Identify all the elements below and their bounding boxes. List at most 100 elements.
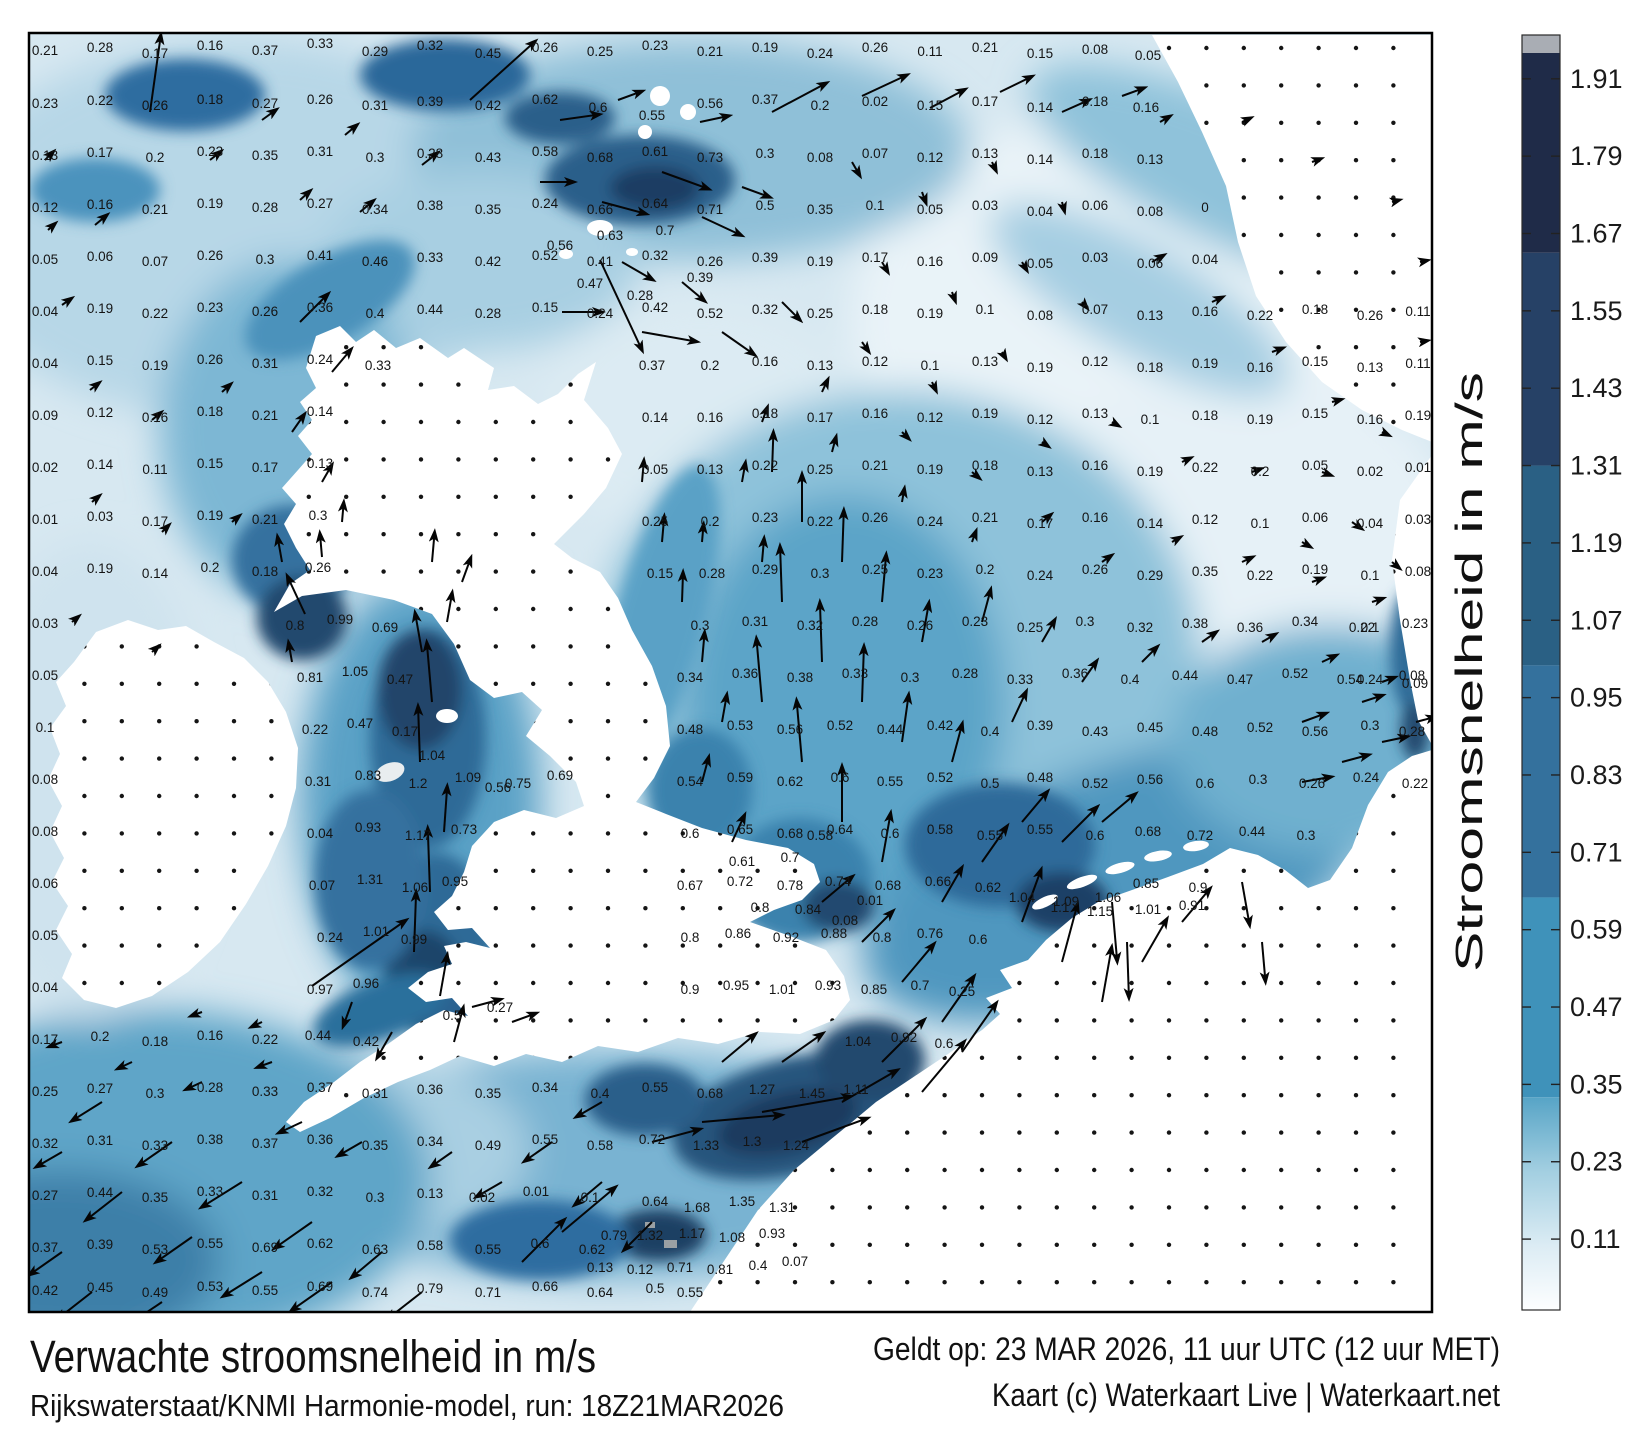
current-arrow <box>511 1011 541 1023</box>
current-core-layer <box>30 39 1429 1280</box>
current-value-label: 1.15 <box>1087 904 1113 919</box>
current-value-label: 0.9 <box>1189 880 1208 895</box>
current-arrow <box>1057 200 1067 216</box>
current-arrow <box>42 148 57 163</box>
current-arrow <box>901 690 913 743</box>
current-value-label: 0.6 <box>969 932 988 947</box>
current-value-label: 0.97 <box>307 982 333 997</box>
current-arrow <box>801 1116 872 1143</box>
current-value-label: 0.12 <box>1192 512 1218 527</box>
current-value-label: 0.08 <box>32 772 58 787</box>
current-arrow <box>374 1031 393 1062</box>
current-value-label: 0.37 <box>307 1080 333 1095</box>
current-arrow <box>68 1101 103 1124</box>
current-arrow <box>961 999 999 1053</box>
current-value-label: 0.25 <box>949 984 975 999</box>
current-value-label: 0.2 <box>976 562 995 577</box>
current-arrow <box>253 1059 273 1069</box>
land-scandinavia <box>1152 35 1432 442</box>
current-arrow <box>720 690 731 723</box>
current-value-label: 0.19 <box>1302 562 1328 577</box>
current-value-label: 0.04 <box>1192 252 1219 267</box>
current-arrow <box>1041 616 1057 643</box>
current-value-label: 0.18 <box>1082 94 1108 109</box>
current-arrow <box>1011 687 1029 723</box>
current-value-label: 0.24 <box>587 306 614 321</box>
current-value-label: 0.01 <box>523 1184 549 1199</box>
current-arrow <box>661 171 713 191</box>
current-value-label: 0.56 <box>485 780 511 795</box>
current-value-label: 0.68 <box>697 1086 723 1101</box>
current-value-label: 0.3 <box>691 618 710 633</box>
current-arrow <box>88 380 103 393</box>
current-value-label: 0.99 <box>327 612 353 627</box>
current-value-label: 1.04 <box>419 748 446 763</box>
current-value-label: 0.17 <box>142 46 168 61</box>
current-arrow <box>901 940 937 983</box>
current-value-label: 0.22 <box>302 722 328 737</box>
current-arrow <box>1179 456 1195 467</box>
current-value-label: 0.18 <box>972 458 998 473</box>
current-value-label: 0.12 <box>87 405 113 420</box>
current-arrow <box>761 1093 855 1113</box>
current-value-label: 0.55 <box>532 1132 558 1147</box>
current-value-label: 0.09 <box>972 250 998 265</box>
current-arrow <box>60 295 76 308</box>
current-arrow <box>291 410 307 433</box>
current-arrow <box>274 1121 303 1135</box>
current-value-label: 0.72 <box>727 874 753 889</box>
current-value-label: 0.24 <box>917 514 944 529</box>
current-value-label: 0.93 <box>815 978 841 993</box>
current-value-label: 0.22 <box>1247 308 1273 323</box>
current-value-label: 0.24 <box>1027 568 1054 583</box>
current-value-label: 0.5 <box>981 776 1000 791</box>
colorbar-tick-label: 0.23 <box>1570 1147 1623 1177</box>
current-value-label: 0.69 <box>307 1279 333 1294</box>
current-value-label: 0.25 <box>862 562 888 577</box>
current-arrow <box>134 1141 173 1169</box>
current-arrow <box>321 461 335 483</box>
current-value-label: 0.07 <box>782 1254 808 1269</box>
current-value-label: 0.1 <box>866 198 885 213</box>
current-value-label: 0.35 <box>1192 564 1218 579</box>
current-value-label: 0.07 <box>309 878 335 893</box>
current-value-label: 0.34 <box>1292 614 1319 629</box>
current-value-label: 0.3 <box>1297 828 1316 843</box>
current-value-label: 0.99 <box>401 932 427 947</box>
current-arrow <box>738 458 749 483</box>
current-arrow <box>1159 114 1174 126</box>
current-value-label: 0.33 <box>365 358 391 373</box>
current-arrow <box>1081 657 1100 683</box>
current-value-label: 0.26 <box>907 618 933 633</box>
current-value-label: 0.21 <box>972 510 998 525</box>
current-value-label: 0.6 <box>881 826 900 841</box>
colorbar-tick-label: 0.95 <box>1570 683 1623 713</box>
current-arrow <box>1381 733 1412 744</box>
current-value-label: 0.63 <box>597 228 623 243</box>
current-value-label: 0.15 <box>532 300 558 315</box>
current-value-label: 0.03 <box>1405 512 1431 527</box>
current-value-label: 0.28 <box>852 614 878 629</box>
current-value-label: 0.26 <box>305 560 331 575</box>
current-arrow <box>859 340 872 356</box>
current-arrow <box>311 917 410 987</box>
current-arrow <box>861 73 911 97</box>
current-value-label: 0.22 <box>1349 620 1375 635</box>
isle-of-man <box>375 762 405 782</box>
colorbar-overflow-cap <box>1522 35 1560 53</box>
current-value-label: 0.66 <box>587 202 613 217</box>
current-value-label: 0.58 <box>927 822 953 837</box>
current-arrow <box>731 811 747 843</box>
current-value-label: 0.16 <box>862 406 888 421</box>
current-value-label: 1.24 <box>783 1138 810 1153</box>
current-arrow <box>1301 773 1336 784</box>
current-value-label: 0.13 <box>32 148 58 163</box>
current-arrow <box>337 498 348 523</box>
current-value-label: 0.23 <box>917 566 943 581</box>
colorbar-tick-label: 1.67 <box>1570 218 1623 248</box>
current-arrow <box>1061 98 1094 113</box>
current-value-label: 0.26 <box>862 510 888 525</box>
current-value-label: 0.31 <box>742 614 768 629</box>
current-value-label: 0.68 <box>1135 824 1161 839</box>
current-value-label: 0.37 <box>752 92 778 107</box>
